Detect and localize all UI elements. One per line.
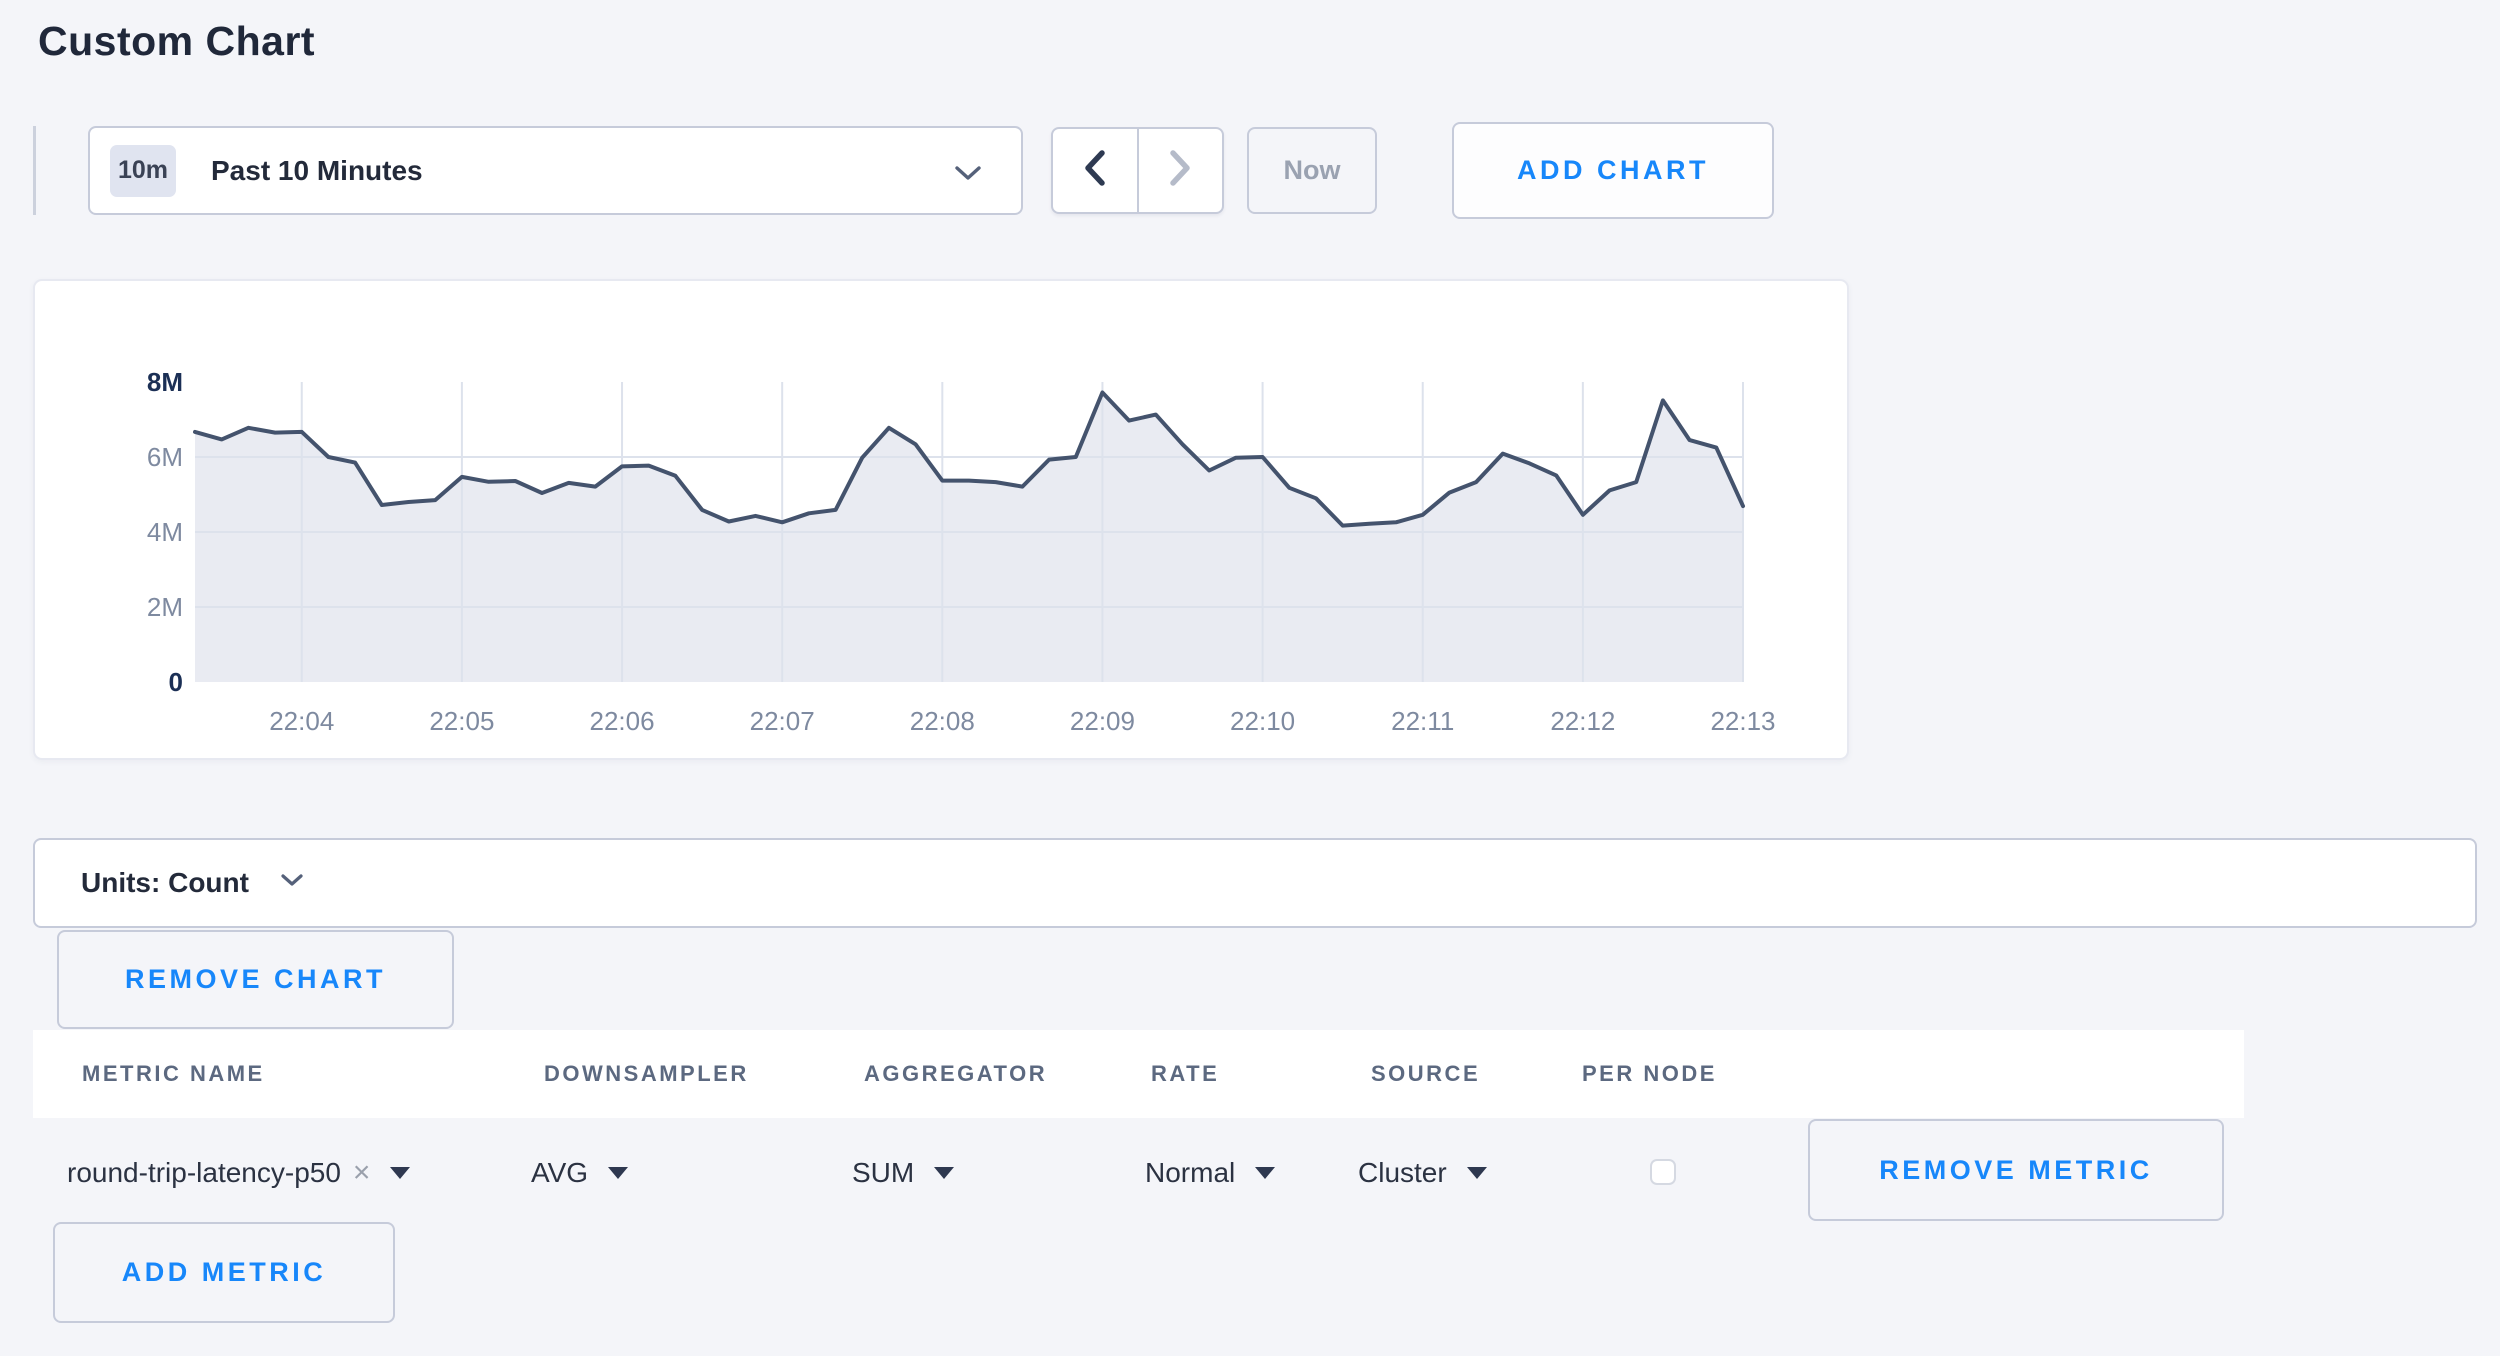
- chevron-left-icon: [1084, 150, 1106, 191]
- rate-select[interactable]: Normal: [1145, 1150, 1276, 1196]
- caret-down-icon: [1255, 1167, 1276, 1179]
- svg-text:22:12: 22:12: [1550, 706, 1615, 736]
- rate-value: Normal: [1145, 1157, 1236, 1188]
- time-next-button[interactable]: [1139, 129, 1223, 212]
- now-button[interactable]: Now: [1247, 127, 1377, 214]
- caret-down-icon: [608, 1167, 629, 1179]
- chevron-down-icon: [281, 874, 303, 892]
- downsampler-value: AVG: [531, 1157, 589, 1188]
- svg-text:4M: 4M: [147, 517, 183, 547]
- time-range-label: Past 10 Minutes: [211, 154, 423, 186]
- per-node-checkbox[interactable]: [1650, 1159, 1676, 1185]
- add-metric-button[interactable]: ADD METRIC: [53, 1222, 395, 1323]
- add-chart-button[interactable]: ADD CHART: [1452, 122, 1774, 219]
- time-nav-arrows: [1051, 127, 1224, 214]
- svg-text:22:05: 22:05: [429, 706, 494, 736]
- caret-down-icon: [934, 1167, 955, 1179]
- column-header-source: SOURCE: [1371, 1061, 1481, 1086]
- column-header-downsampler: DOWNSAMPLER: [544, 1061, 749, 1086]
- source-value: Cluster: [1358, 1157, 1447, 1188]
- column-header-metric-name: METRIC NAME: [82, 1061, 265, 1086]
- chevron-right-icon: [1169, 150, 1191, 191]
- svg-text:22:11: 22:11: [1391, 706, 1454, 736]
- remove-chart-button[interactable]: REMOVE CHART: [57, 930, 454, 1029]
- time-range-select[interactable]: 10m Past 10 Minutes: [88, 126, 1023, 215]
- remove-metric-button[interactable]: REMOVE METRIC: [1808, 1119, 2224, 1221]
- metric-name-value: round-trip-latency-p50: [67, 1157, 341, 1188]
- toolbar-divider: [33, 126, 36, 215]
- column-header-aggregator: AGGREGATOR: [864, 1061, 1048, 1086]
- chevron-down-icon: [955, 166, 981, 186]
- metrics-table-header: METRIC NAME DOWNSAMPLER AGGREGATOR RATE …: [33, 1030, 2244, 1118]
- svg-text:6M: 6M: [147, 442, 183, 472]
- page-title: Custom Chart: [38, 18, 316, 64]
- svg-text:22:08: 22:08: [910, 706, 975, 736]
- source-select[interactable]: Cluster: [1358, 1150, 1487, 1196]
- svg-text:8M: 8M: [147, 367, 183, 397]
- units-select[interactable]: Units: Count: [33, 838, 2477, 928]
- timeseries-chart: 0 2M 4M 6M 8M 22:04 22:05 22:06 22:07 22:08 22:09 2…: [147, 367, 1776, 736]
- column-header-per-node: PER NODE: [1582, 1061, 1717, 1086]
- units-label: Units: Count: [81, 867, 249, 898]
- aggregator-value: SUM: [852, 1157, 915, 1188]
- clear-metric-icon[interactable]: ×: [352, 1156, 371, 1189]
- chart-card: 0 2M 4M 6M 8M 22:04 22:05 22:06 22:07 22:08 22:09 2…: [33, 279, 1849, 760]
- time-range-badge: 10m: [110, 144, 176, 197]
- svg-text:2M: 2M: [147, 592, 183, 622]
- svg-text:22:09: 22:09: [1070, 706, 1135, 736]
- caret-down-icon: [1466, 1167, 1487, 1179]
- svg-text:22:04: 22:04: [269, 706, 334, 736]
- column-header-rate: RATE: [1151, 1061, 1220, 1086]
- caret-down-icon: [390, 1167, 411, 1179]
- svg-text:22:06: 22:06: [589, 706, 654, 736]
- svg-text:22:07: 22:07: [750, 706, 815, 736]
- downsampler-select[interactable]: AVG: [531, 1150, 629, 1196]
- metric-name-select[interactable]: round-trip-latency-p50 ×: [67, 1150, 411, 1196]
- time-prev-button[interactable]: [1053, 129, 1139, 212]
- aggregator-select[interactable]: SUM: [852, 1150, 955, 1196]
- svg-text:22:13: 22:13: [1710, 706, 1775, 736]
- svg-text:0: 0: [169, 667, 183, 697]
- svg-text:22:10: 22:10: [1230, 706, 1295, 736]
